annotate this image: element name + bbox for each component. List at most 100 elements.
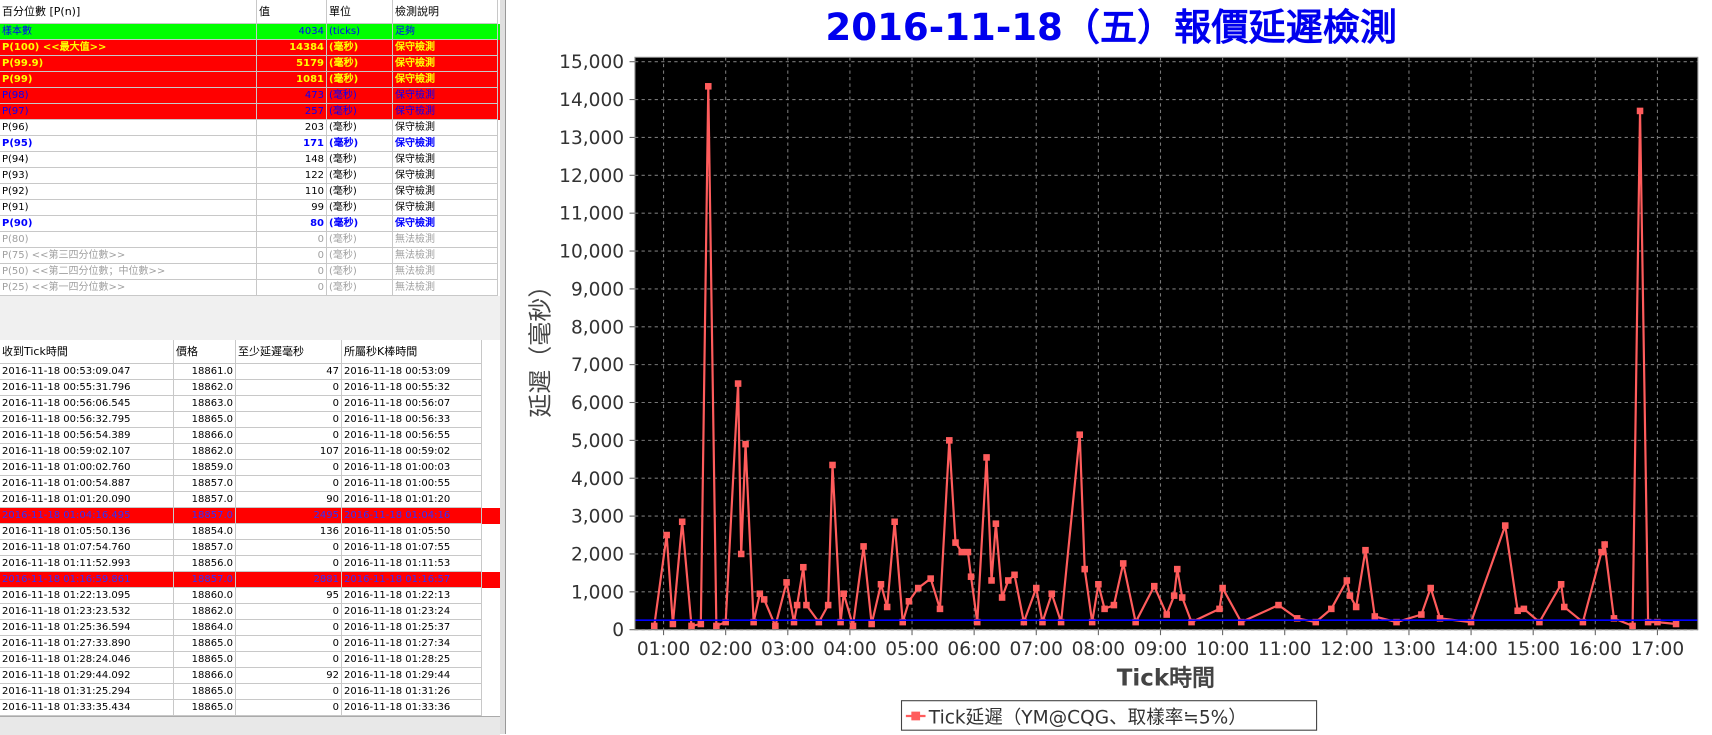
table-cell: 18865.0: [174, 652, 236, 668]
table-cell: 保守檢測: [393, 56, 498, 72]
header-cell: 所屬秒K棒時間: [342, 340, 482, 364]
percentile-table: 百分位數 [P(n)] 值單位 檢測說明 樣本數 4034 (ticks) 足夠 P(100)…: [0, 0, 500, 296]
table-cell: 0: [257, 280, 327, 296]
table-cell: 2016-11-18 01:00:55: [342, 476, 482, 492]
table-cell: (毫秒): [327, 104, 393, 120]
table-cell: (毫秒): [327, 72, 393, 88]
marker: [1101, 605, 1108, 613]
table-cell: 2016-11-18 01:33:36: [342, 700, 482, 716]
marker: [1362, 546, 1369, 554]
marker: [1170, 592, 1178, 599]
table-cell: 保守檢測: [393, 152, 498, 168]
table-row: P(50) <<第二四分位數；中位數>> 0 (毫秒) 無法檢測: [0, 264, 500, 280]
table-cell: 0: [236, 620, 342, 636]
table-cell: 18857.0: [174, 508, 236, 524]
table-cell: (毫秒): [327, 200, 393, 216]
x-axis-label: Tick時間: [1117, 665, 1215, 691]
marker: [1393, 618, 1400, 626]
table-cell: 18866.0: [174, 428, 236, 444]
header-row: 收到Tick時間 價格 至少延遲毫秒 所屬秒K棒時間: [0, 340, 500, 364]
marker: [964, 548, 972, 556]
table-row: 2016-11-18 01:00:54.887 18857.0 0 2016-11-1…: [0, 476, 500, 492]
table-row: P(80) 0 (毫秒) 無法檢測: [0, 232, 500, 248]
marker: [1514, 607, 1521, 615]
marker: [1343, 577, 1351, 584]
table-row: 2016-11-18 01:00:02.760 18859.0 0 2016-11-1…: [0, 460, 500, 476]
table-cell: 136: [236, 524, 342, 540]
table-cell: 18857.0: [174, 572, 236, 588]
marker: [688, 622, 695, 630]
marker: [1076, 431, 1084, 438]
legend-marker: [911, 711, 921, 721]
table-cell: 2016-11-18 01:27:34: [342, 636, 482, 652]
table-cell: P(99): [0, 72, 257, 88]
table-cell: P(94): [0, 152, 257, 168]
table-cell: 2016-11-18 01:23:24: [342, 604, 482, 620]
table-cell: 18865.0: [174, 636, 236, 652]
marker: [1467, 618, 1475, 626]
table-row: P(97) 257 (毫秒) 保守檢測: [0, 104, 500, 120]
table-cell: 14384: [257, 40, 327, 56]
marker: [1173, 565, 1181, 573]
table-cell: 2016-11-18 00:56:54.389: [0, 428, 174, 444]
marker: [891, 518, 898, 526]
table-cell: 1081: [257, 72, 327, 88]
table-cell: (毫秒): [327, 88, 393, 104]
table-cell: (毫秒): [327, 264, 393, 280]
table-row: P(100) <<最大值>> 14384 (毫秒) 保守檢測: [0, 40, 500, 56]
marker: [1636, 107, 1644, 115]
marker: [1293, 615, 1301, 622]
y-tick-label: 8,000: [571, 317, 624, 338]
chart: 2016-11-18（五）報價延遲檢測 延遲（毫秒） Tick時間 0 1,000…: [527, 6, 1699, 731]
table-cell: 樣本數: [0, 24, 257, 40]
table-cell: 2016-11-18 01:22:13: [342, 588, 482, 604]
chart-title: 2016-11-18（五）報價延遲檢測: [825, 6, 1397, 49]
table-cell: 148: [257, 152, 327, 168]
table-cell: 18856.0: [174, 556, 236, 572]
table-row: 2016-11-18 01:04:16.495 18857.0 2495 2016-1…: [0, 508, 500, 524]
x-tick-label: 10:00: [1196, 639, 1249, 660]
table-row: P(99.9) 5179 (毫秒) 保守檢測: [0, 56, 500, 72]
table-cell: 保守檢測: [393, 40, 498, 56]
marker: [1132, 618, 1139, 626]
marker: [803, 601, 810, 609]
marker: [1601, 541, 1608, 548]
y-axis-label: 延遲（毫秒）: [527, 274, 555, 418]
x-tick-label: 15:00: [1506, 639, 1559, 660]
table-row: P(25) <<第一四分位數>> 0 (毫秒) 無法檢測: [0, 280, 500, 296]
scrollbar[interactable]: [0, 716, 500, 735]
y-tick-label: 13,000: [559, 128, 624, 149]
marker: [958, 548, 965, 556]
table-row: P(91) 99 (毫秒) 保守檢測: [0, 200, 500, 216]
table-cell: 0: [236, 476, 342, 492]
marker: [737, 550, 745, 558]
table-cell: 2016-11-18 00:59:02: [342, 444, 482, 460]
table-cell: 足夠: [393, 24, 498, 40]
table-cell: 122: [257, 168, 327, 184]
table-cell: 保守檢測: [393, 88, 498, 104]
header-cell: 百分位數 [P(n)]: [0, 0, 257, 24]
table-cell: 2016-11-18 01:00:03: [342, 460, 482, 476]
table-cell: 95: [236, 588, 342, 604]
marker: [1219, 584, 1226, 592]
marker: [998, 594, 1006, 601]
marker: [678, 518, 686, 526]
table-cell: 2016-11-18 01:01:20.090: [0, 492, 174, 508]
table-cell: (毫秒): [327, 136, 393, 152]
x-tick-label: 04:00: [823, 639, 876, 660]
table-cell: 18861.0: [174, 364, 236, 380]
marker: [1328, 605, 1335, 613]
y-tick-label: 0: [612, 620, 624, 641]
marker: [742, 440, 749, 448]
table-cell: 18862.0: [174, 444, 236, 460]
marker: [973, 618, 981, 626]
table-row: 2016-11-18 00:59:02.107 18862.0 107 2016-11…: [0, 444, 500, 460]
table-cell: 2016-11-18 00:55:31.796: [0, 380, 174, 396]
left-panel: 百分位數 [P(n)] 值單位 檢測說明 樣本數 4034 (ticks) 足夠 P(100)…: [0, 0, 501, 735]
splitter[interactable]: [500, 0, 506, 734]
table-row: 樣本數 4034 (ticks) 足夠: [0, 24, 500, 40]
x-tick-label: 08:00: [1072, 639, 1125, 660]
table-cell: 18862.0: [174, 380, 236, 396]
marker: [1151, 582, 1158, 590]
